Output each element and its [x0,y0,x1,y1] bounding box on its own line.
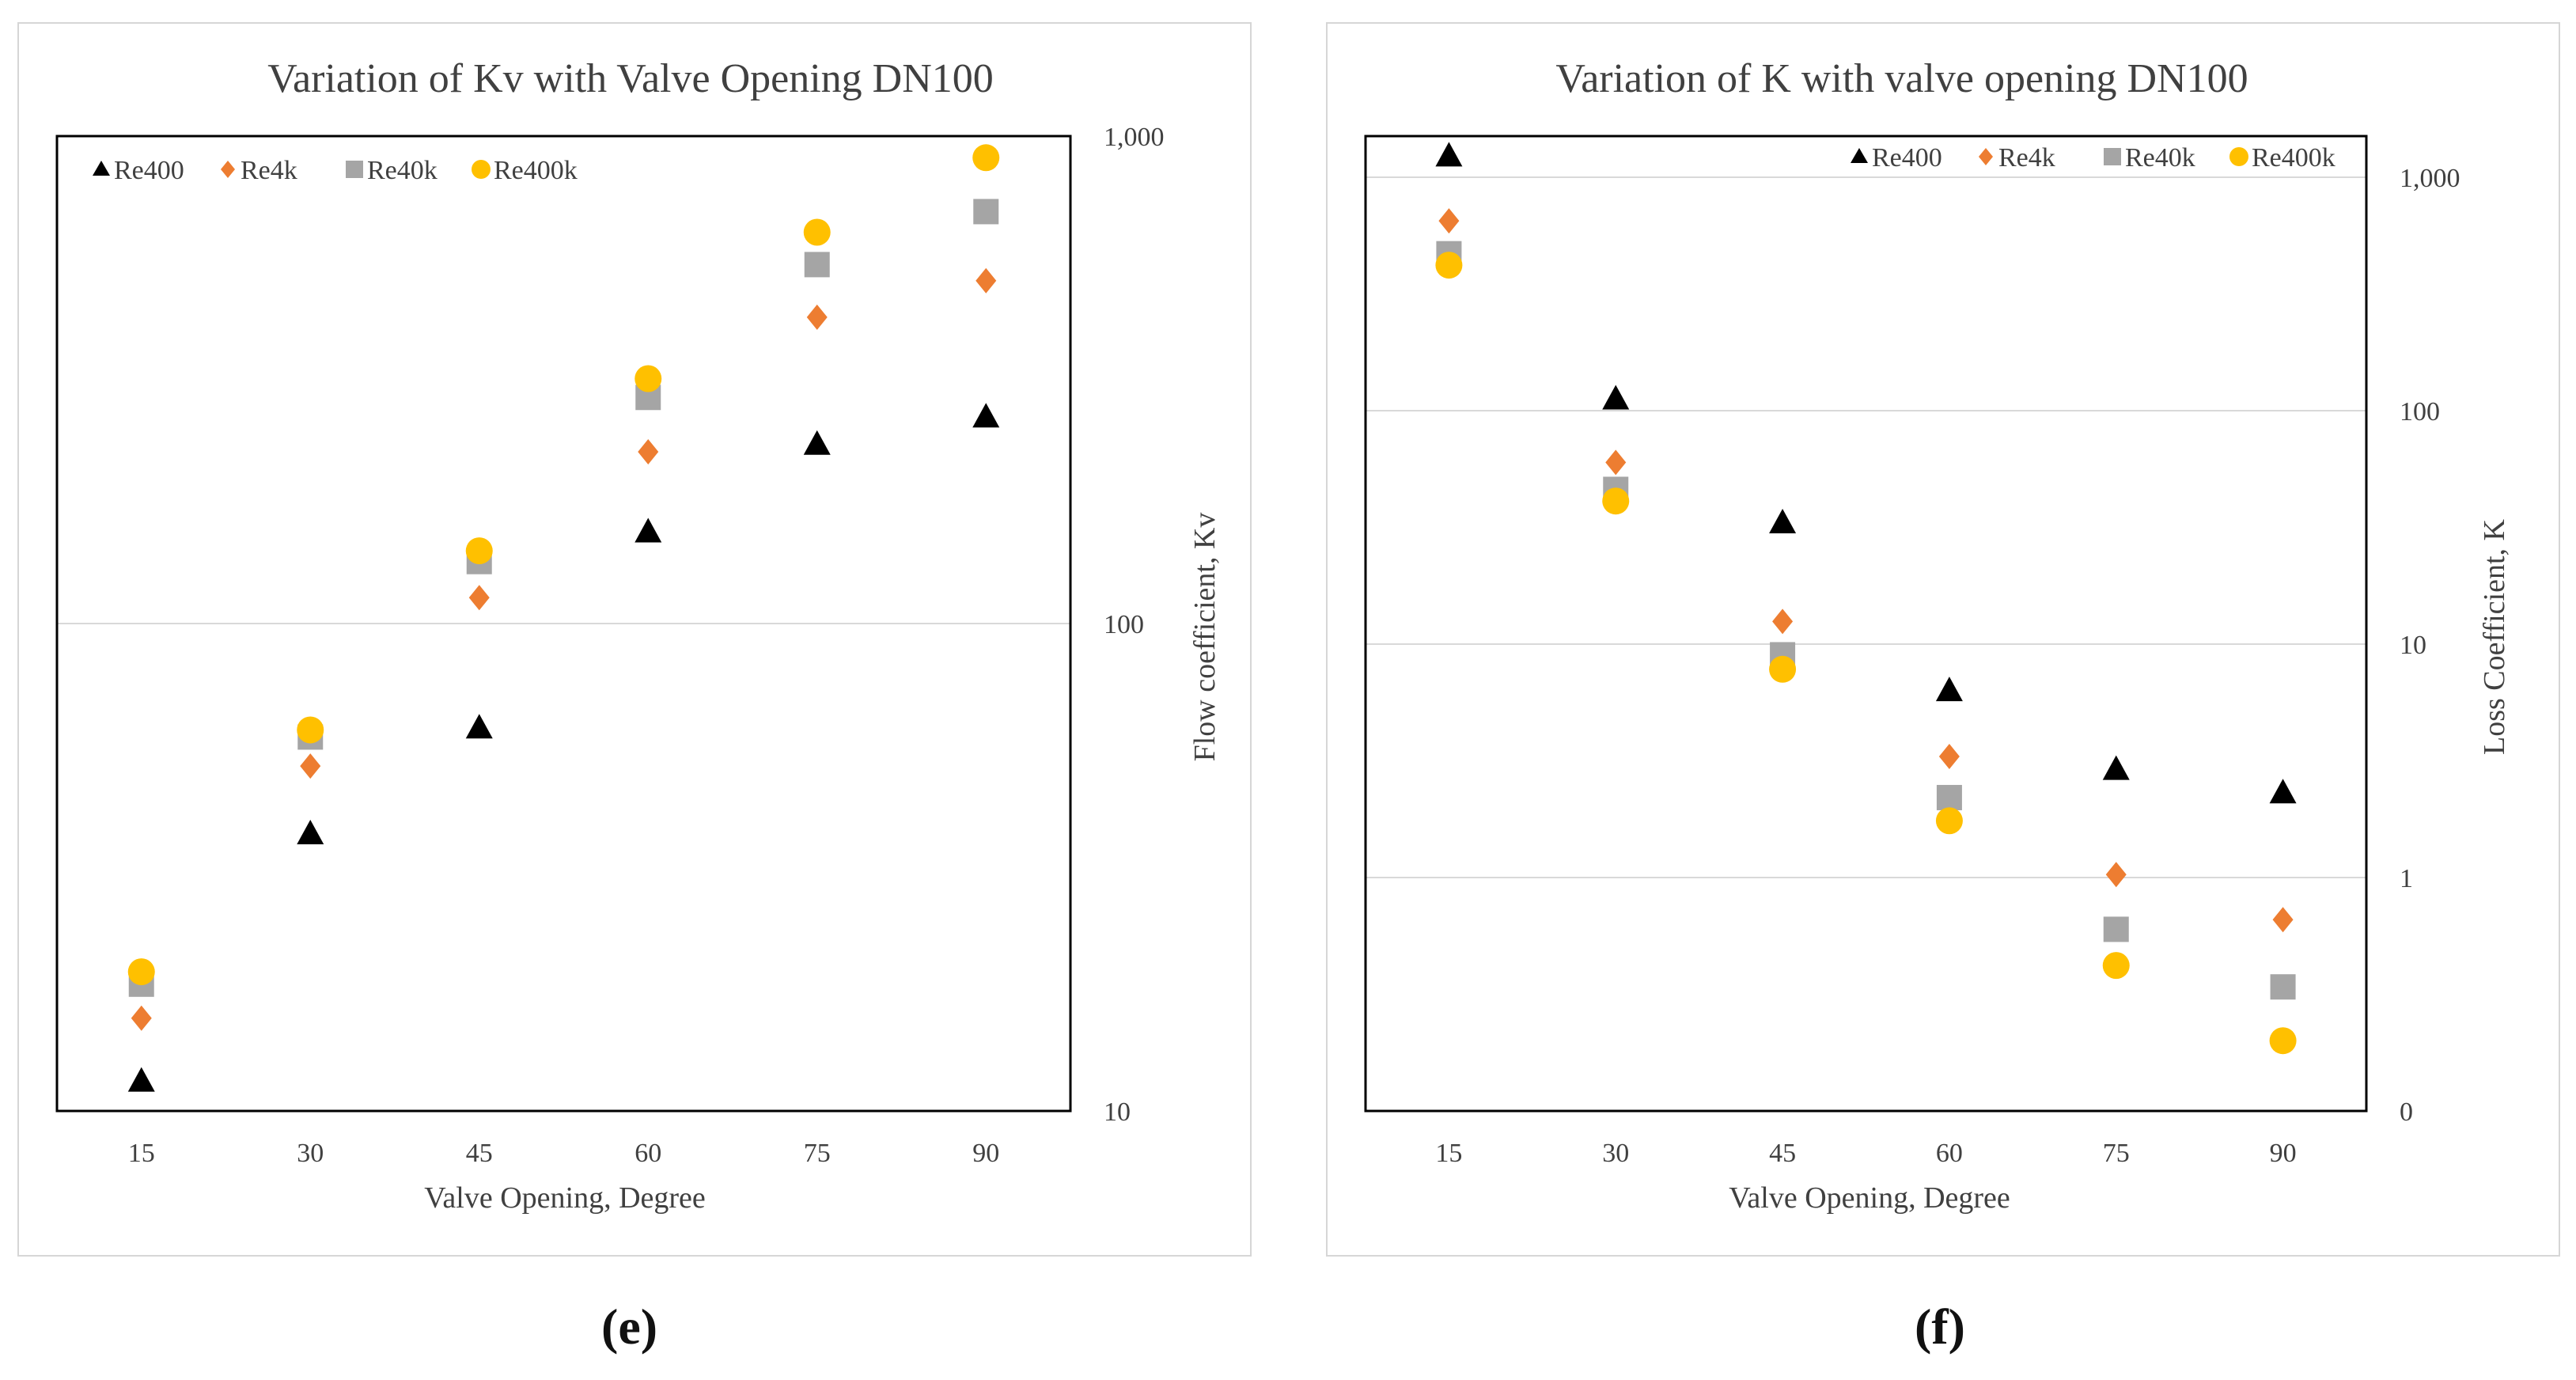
chart-e-point-re400k [972,144,1000,172]
chart-e-ytick-label: 10 [1104,1098,1131,1127]
chart-f-xtick-label: 75 [2103,1139,2130,1168]
chart-f-point-re4k [2272,907,2294,933]
chart-e-ytick-label: 100 [1104,610,1144,639]
chart-f-point-re400k [2102,952,2130,980]
chart-e-point-re400 [972,403,1000,428]
chart-e-legend-label-re4k: Re4k [241,156,297,185]
chart-f-xtick-label: 90 [2270,1139,2297,1168]
chart-e-point-re400k [803,218,831,246]
caption-f: (f) [1915,1298,1965,1355]
chart-f-xtick-label: 15 [1435,1139,1462,1168]
chart-e-point-re400 [127,1067,155,1092]
chart-f-point-re4k [1438,208,1460,234]
chart-f-point-re400k [1435,252,1463,279]
chart-f-point-re40k [2103,916,2129,942]
chart-f-ytick-label: 0 [2400,1098,2413,1127]
chart-f-ytick-label: 100 [2400,397,2440,427]
chart-f-xtick-label: 30 [1602,1139,1629,1168]
chart-f-point-re40k [2270,974,2296,1000]
chart-f-ytick-label: 1,000 [2400,164,2460,193]
chart-f-xlabel: Valve Opening, Degree [1729,1181,2010,1215]
chart-f-point-re400k [2269,1027,2297,1055]
chart-f-legend-marker-re40k [2104,148,2121,165]
chart-f-point-re400 [1602,385,1630,410]
chart-e-xlabel: Valve Opening, Degree [424,1181,706,1215]
chart-f-point-re4k [1772,608,1794,635]
chart-e-point-re400 [635,518,662,543]
chart-e-point-re4k [806,304,828,330]
chart-e-point-re4k [468,585,490,611]
chart-e-legend-marker-re4k [221,161,235,178]
caption-e: (e) [601,1298,658,1355]
chart-f-point-re4k [1605,449,1627,476]
chart-f-xtick-label: 60 [1936,1139,1963,1168]
chart-f-legend-marker-re4k [1979,148,1993,165]
chart-f-point-re400 [1935,677,1963,702]
chart-f-point-re400 [1769,509,1797,534]
chart-f-point-re400k [1769,655,1797,683]
chart-f-legend-label-re400: Re400 [1872,143,1942,172]
chart-e-xtick-label: 30 [297,1139,324,1168]
chart-f-point-re400 [2269,779,2297,804]
chart-f-point-re4k [2105,862,2127,888]
chart-e-point-re4k [300,753,321,779]
chart-f-legend-marker-re400 [1851,148,1868,163]
chart-e-xtick-label: 60 [635,1139,661,1168]
chart-e-point-re400 [297,819,324,844]
chart-f-point-re40k [1936,784,1962,810]
chart-e-legend-marker-re40k [346,161,363,178]
chart-e-point-re400k [635,365,662,392]
chart-panel-f [1326,22,2560,1257]
chart-f-legend-label-re400k: Re400k [2252,143,2335,172]
chart-f-point-re400 [2102,755,2130,780]
chart-e-legend-label-re400k: Re400k [494,156,578,185]
chart-e-point-re4k [131,1005,152,1031]
chart-e-point-re40k [973,199,999,225]
chart-f-xtick-label: 45 [1769,1139,1796,1168]
chart-e-legend-marker-re400k [472,160,491,179]
chart-e-point-re400 [465,714,493,739]
chart-e-point-re4k [638,439,659,465]
chart-e-point-re400k [297,716,324,744]
chart-f-ytick-label: 1 [2400,864,2413,893]
chart-e-point-re400 [803,430,831,455]
chart-f-ylabel: Loss Coefficient, K [2478,518,2511,755]
chart-f-point-re400k [1935,807,1963,835]
chart-e-title: Variation of Kv with Valve Opening DN100 [267,56,994,101]
chart-e-point-re400k [465,537,493,565]
chart-f-point-re4k [1938,744,1960,770]
chart-f-title: Variation of K with valve opening DN100 [1555,56,2248,101]
chart-e-xtick-label: 75 [804,1139,831,1168]
chart-e-point-re40k [804,252,830,278]
chart-e-legend-label-re400: Re400 [114,156,184,185]
chart-e-legend-marker-re400 [93,161,110,176]
chart-f-plot-frame [1364,135,2368,1113]
chart-e-legend-label-re40k: Re40k [367,156,438,185]
chart-e-point-re400k [127,958,155,986]
chart-e-xtick-label: 90 [972,1139,999,1168]
chart-e-ylabel: Flow coefficient, Kv [1188,513,1222,762]
chart-f-legend-marker-re400k [2229,147,2248,166]
chart-f-point-re400 [1435,142,1463,167]
chart-e-point-re4k [975,267,997,294]
chart-e-plot-frame [55,135,1072,1113]
chart-panel-e [17,22,1252,1257]
chart-e-xtick-label: 45 [466,1139,493,1168]
chart-f-ytick-label: 10 [2400,631,2426,660]
chart-e-xtick-label: 15 [128,1139,155,1168]
chart-e-ytick-label: 1,000 [1104,123,1165,152]
chart-f-point-re400k [1602,487,1630,515]
chart-f-legend-label-re4k: Re4k [1998,143,2055,172]
chart-f-legend-label-re40k: Re40k [2125,143,2195,172]
